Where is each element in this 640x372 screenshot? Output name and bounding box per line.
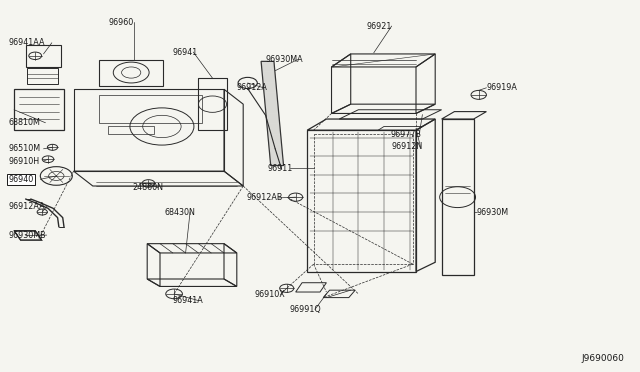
Text: 96510M: 96510M [8, 144, 40, 153]
Polygon shape [265, 103, 279, 113]
Text: J9690060: J9690060 [581, 354, 624, 363]
Text: 96941: 96941 [173, 48, 198, 57]
Text: 96912N: 96912N [392, 142, 423, 151]
Polygon shape [261, 61, 275, 72]
Text: 96912A: 96912A [237, 83, 268, 92]
Text: 96919A: 96919A [486, 83, 517, 92]
Text: 96930M: 96930M [477, 208, 509, 217]
Polygon shape [262, 72, 276, 82]
Polygon shape [263, 82, 277, 93]
Text: 96941AA: 96941AA [8, 38, 45, 47]
Text: 68810M: 68810M [8, 118, 40, 127]
Polygon shape [267, 124, 280, 134]
Polygon shape [266, 113, 280, 124]
Text: 96912AB: 96912AB [246, 193, 283, 202]
Text: 96941A: 96941A [173, 296, 204, 305]
Text: 96910H: 96910H [8, 157, 40, 166]
Text: 96977B: 96977B [390, 130, 421, 139]
Text: 96930MB: 96930MB [8, 231, 46, 240]
Text: 68430N: 68430N [164, 208, 195, 217]
Text: 96911: 96911 [268, 164, 292, 173]
Text: 96912AA: 96912AA [8, 202, 45, 211]
Text: 24860N: 24860N [132, 183, 163, 192]
Text: 96960: 96960 [109, 18, 134, 27]
Text: 96991Q: 96991Q [289, 305, 321, 314]
Text: 96930MA: 96930MA [266, 55, 303, 64]
Polygon shape [268, 134, 282, 145]
Polygon shape [269, 145, 283, 155]
Polygon shape [270, 155, 284, 166]
Text: 96921: 96921 [366, 22, 392, 31]
Text: 96910X: 96910X [255, 290, 285, 299]
Polygon shape [264, 93, 278, 103]
Text: 96940: 96940 [8, 175, 33, 184]
